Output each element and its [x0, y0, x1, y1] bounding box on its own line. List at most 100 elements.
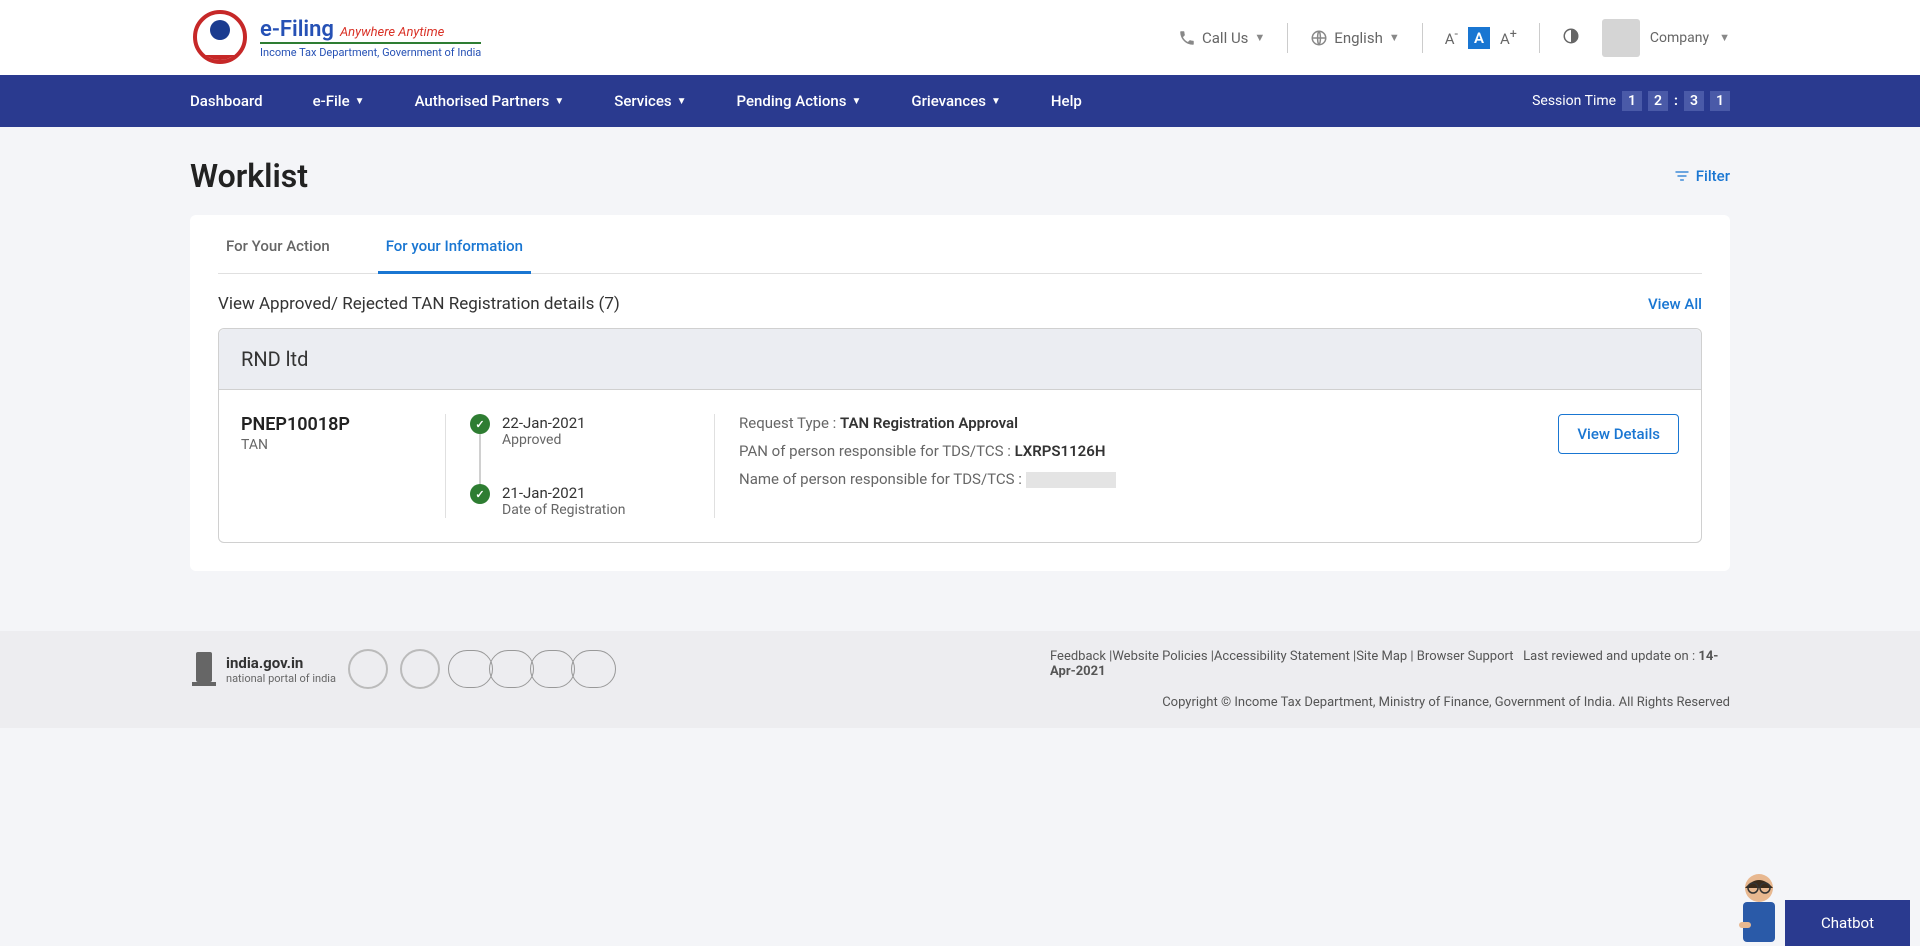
iso-badge: [448, 650, 493, 688]
session-digit: 1: [1710, 91, 1730, 111]
language-dropdown[interactable]: English ▼: [1310, 29, 1399, 47]
textsize-decrease[interactable]: A-: [1445, 27, 1458, 48]
nav-label: Help: [1051, 92, 1082, 110]
iso-badge: [571, 650, 616, 688]
worklist-card: For Your Action For your Information Vie…: [190, 215, 1730, 571]
nav-help[interactable]: Help: [1051, 92, 1082, 110]
divider: [714, 414, 715, 518]
chatbot-avatar-icon: [1729, 866, 1789, 946]
contrast-toggle[interactable]: [1562, 27, 1580, 49]
session-digit: 3: [1684, 91, 1704, 111]
details-column: Request Type : TAN Registration Approval…: [739, 414, 1529, 498]
session-label: Session Time: [1532, 93, 1616, 109]
pan-label: PAN of person responsible for TDS/TCS :: [739, 442, 1011, 460]
timeline-date: 21-Jan-2021: [502, 484, 626, 502]
reviewed-label: Last reviewed and update on :: [1523, 649, 1695, 664]
chevron-down-icon: ▼: [1719, 31, 1730, 44]
textsize-increase[interactable]: A+: [1500, 27, 1517, 48]
call-us-label: Call Us: [1202, 29, 1248, 47]
chevron-down-icon: ▼: [1254, 31, 1265, 44]
footer-links[interactable]: Feedback |Website Policies |Accessibilit…: [1050, 649, 1513, 664]
view-all-link[interactable]: View All: [1648, 295, 1702, 313]
name-label: Name of person responsible for TDS/TCS :: [739, 470, 1022, 488]
nav-label: Pending Actions: [737, 92, 847, 110]
profile-dropdown[interactable]: Company ▼: [1602, 19, 1730, 57]
nav-services[interactable]: Services ▼: [614, 92, 686, 110]
nav-items: Dashboard e-File▼ Authorised Partners▼ S…: [190, 92, 1082, 110]
chatbot[interactable]: Chatbot: [1729, 866, 1910, 946]
page-title: Worklist: [190, 157, 308, 195]
divider: [1287, 23, 1288, 53]
india-gov-sub: national portal of india: [226, 672, 336, 685]
divider: [445, 414, 446, 518]
request-type-label: Request Type :: [739, 414, 836, 432]
nav-authorised-partners[interactable]: Authorised Partners▼: [415, 92, 565, 110]
brand-main: e-Filing: [260, 17, 334, 42]
pan-row: PAN of person responsible for TDS/TCS : …: [739, 442, 1529, 460]
navbar: Dashboard e-File▼ Authorised Partners▼ S…: [0, 75, 1920, 127]
avatar: [1602, 19, 1640, 57]
topbar: e-Filing Anywhere Anytime Income Tax Dep…: [0, 0, 1920, 75]
iso-badges: [452, 650, 616, 688]
divider: [1539, 23, 1540, 53]
check-icon: [470, 484, 490, 504]
contrast-icon: [1562, 27, 1580, 45]
footer-logos: india.gov.in national portal of india: [190, 649, 616, 689]
nav-pending-actions[interactable]: Pending Actions ▼: [737, 92, 862, 110]
redacted-value: [1026, 472, 1116, 488]
filter-button[interactable]: Filter: [1674, 167, 1730, 185]
iso-badge: [489, 650, 534, 688]
profile-text: Company: [1650, 30, 1709, 46]
session-digit: 1: [1622, 91, 1642, 111]
iso-badge: [530, 650, 575, 688]
copyright: Copyright © Income Tax Department, Minis…: [1050, 695, 1730, 710]
language-label: English: [1334, 29, 1383, 47]
footer: india.gov.in national portal of india Fe…: [0, 631, 1920, 728]
call-us-dropdown[interactable]: Call Us ▼: [1178, 29, 1265, 47]
section-header: View Approved/ Rejected TAN Registration…: [218, 274, 1702, 328]
phone-icon: [1178, 29, 1196, 47]
item-body: PNEP10018P TAN 22-Jan-2021 Approved: [219, 390, 1701, 542]
name-row: Name of person responsible for TDS/TCS :: [739, 470, 1529, 488]
topbar-right: Call Us ▼ English ▼ A- A A+ Company ▼: [1178, 19, 1730, 57]
nav-label: Services: [614, 92, 671, 110]
tan-label: TAN: [241, 437, 421, 453]
timeline-date: 22-Jan-2021: [502, 414, 586, 432]
textsize-normal[interactable]: A: [1468, 27, 1490, 49]
globe-icon: [1310, 29, 1328, 47]
session-timer: Session Time 1 2 : 3 1: [1532, 91, 1730, 111]
action-column: View Details: [1529, 414, 1679, 454]
footer-top: india.gov.in national portal of india Fe…: [190, 649, 1730, 710]
company-name: RND ltd: [241, 347, 1679, 371]
request-type-row: Request Type : TAN Registration Approval: [739, 414, 1529, 432]
nav-label: Dashboard: [190, 92, 263, 110]
chevron-down-icon: ▼: [991, 96, 1001, 107]
page-header: Worklist Filter: [190, 157, 1730, 195]
item-header: RND ltd: [219, 329, 1701, 390]
nav-label: Grievances: [911, 92, 986, 110]
profile-type: Company: [1650, 30, 1709, 46]
chevron-down-icon: ▼: [355, 96, 365, 107]
chevron-down-icon: ▼: [677, 96, 687, 107]
pan-value: LXRPS1126H: [1015, 442, 1106, 460]
nav-grievances[interactable]: Grievances ▼: [911, 92, 1001, 110]
filter-label: Filter: [1696, 167, 1730, 185]
entrust-badge: [400, 649, 440, 689]
tab-for-your-information[interactable]: For your Information: [378, 215, 531, 274]
logo-area[interactable]: e-Filing Anywhere Anytime Income Tax Dep…: [190, 10, 481, 65]
chevron-down-icon: ▼: [1389, 31, 1400, 44]
india-gov-link[interactable]: india.gov.in national portal of india: [190, 650, 336, 688]
nav-dashboard[interactable]: Dashboard: [190, 92, 263, 110]
brand-sub: Income Tax Department, Government of Ind…: [260, 42, 481, 59]
logo-text: e-Filing Anywhere Anytime Income Tax Dep…: [260, 17, 481, 59]
view-details-button[interactable]: View Details: [1558, 414, 1679, 454]
nav-efile[interactable]: e-File▼: [313, 92, 365, 110]
divider: [1422, 23, 1423, 53]
cert-badge: [348, 649, 388, 689]
tab-for-your-action[interactable]: For Your Action: [218, 215, 338, 273]
chevron-down-icon: ▼: [851, 96, 861, 107]
logo-emblem: [190, 10, 250, 65]
tan-number: PNEP10018P: [241, 414, 421, 435]
main-content: Worklist Filter For Your Action For your…: [0, 127, 1920, 631]
chatbot-button[interactable]: Chatbot: [1785, 900, 1910, 946]
